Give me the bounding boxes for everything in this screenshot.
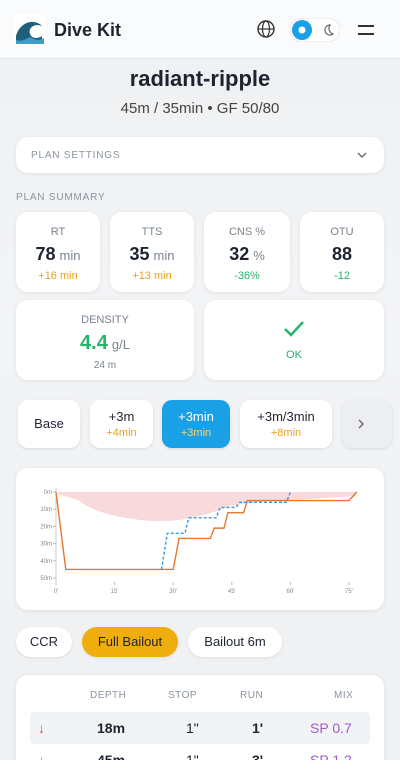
profile-line xyxy=(55,491,358,571)
column-header: RUN xyxy=(240,690,264,701)
y-tick-label: 10m xyxy=(40,507,52,513)
scroll-button[interactable] xyxy=(342,400,392,448)
language-button[interactable] xyxy=(256,19,276,39)
cell: 1' xyxy=(252,720,264,736)
cell: SP 0.7 xyxy=(310,720,352,736)
density-depth: 24 m xyxy=(93,360,117,371)
stat-value: 32 xyxy=(229,244,250,264)
status-card: OK xyxy=(204,300,384,380)
scenario-label: +3min xyxy=(178,409,214,424)
scenario-label: +3m/3min xyxy=(257,409,315,424)
stat-label: TTS xyxy=(141,226,163,238)
column-header: MIX xyxy=(334,690,354,701)
logo xyxy=(14,14,46,46)
stat-delta: +16 min xyxy=(38,270,78,282)
x-tick-label: 30' xyxy=(169,589,177,595)
stat-unit: min xyxy=(59,248,81,263)
cell: 1" xyxy=(186,752,199,760)
stat-delta: +13 min xyxy=(132,270,172,282)
stat-value: 78 xyxy=(35,244,56,264)
stat-label: CNS % xyxy=(228,226,266,238)
cell: 45m xyxy=(97,752,126,760)
plan-title: radiant-ripple xyxy=(129,66,271,91)
check-icon xyxy=(284,321,304,337)
y-tick-label: 50m xyxy=(40,576,52,582)
stat-label: RT xyxy=(50,226,66,238)
stat-card: RT 78 min +16 min xyxy=(16,212,100,292)
plan-subtitle: 45m / 35min • GF 50/80 xyxy=(120,100,280,117)
scenario-tab[interactable]: +3m/3min +8min xyxy=(240,400,332,448)
y-tick-label: 40m xyxy=(40,559,52,565)
status-label: OK xyxy=(286,349,302,361)
y-tick-label: 0m xyxy=(44,490,52,496)
mode-button[interactable]: CCR xyxy=(16,627,72,657)
y-tick-label: 30m xyxy=(40,542,52,548)
cell: 18m xyxy=(97,720,126,736)
stat-value: 88 xyxy=(331,244,353,264)
mode-button[interactable]: Bailout 6m xyxy=(188,627,282,657)
x-tick-label: 60' xyxy=(286,589,294,595)
theme-toggle[interactable] xyxy=(290,18,340,42)
density-label: DENSITY xyxy=(81,314,129,326)
scenario-sub: +3min xyxy=(180,427,212,439)
density-card: DENSITY 4.4 g/L 24 m xyxy=(16,300,194,380)
tissue-area xyxy=(58,492,356,522)
descent-icon: ↓ xyxy=(38,752,45,760)
profile-chart: 0m 10m 20m 30m 40m 50m 0' 15' 30' 45' 60' 75' xyxy=(40,488,358,595)
y-tick-label: 20m xyxy=(40,524,52,530)
profile-line xyxy=(160,491,292,570)
cell: 1" xyxy=(186,720,199,736)
x-tick-label: 45' xyxy=(228,589,236,595)
descent-icon: ↓ xyxy=(38,720,45,736)
density-value: 4.4 xyxy=(80,332,108,354)
stat-card: OTU 88 -12 xyxy=(300,212,384,292)
x-tick-label: 0' xyxy=(54,589,58,595)
stat-unit: min xyxy=(153,248,175,263)
scenario-sub: +4min xyxy=(106,427,137,439)
row-highlight xyxy=(30,712,370,744)
cell: SP 1.2 xyxy=(310,752,352,760)
cell: 3' xyxy=(252,752,264,760)
column-header: STOP xyxy=(168,690,198,701)
scenario-label: +3m xyxy=(108,409,135,424)
brand: Dive Kit xyxy=(54,20,122,40)
stat-unit: % xyxy=(253,248,265,263)
column-header: DEPTH xyxy=(90,690,127,701)
menu-button[interactable] xyxy=(356,22,376,38)
stat-card: TTS 35 min +13 min xyxy=(110,212,194,292)
density-unit: g/L xyxy=(111,337,130,352)
scenario-tab[interactable]: +3m +4min xyxy=(90,400,153,448)
x-tick-label: 75' xyxy=(345,589,353,595)
mode-button[interactable]: Full Bailout xyxy=(82,627,178,657)
stat-delta: -12 xyxy=(334,270,350,282)
x-tick-label: 15' xyxy=(111,589,119,595)
scenario-sub: +8min xyxy=(270,427,302,439)
scenario-tab[interactable]: +3min +3min xyxy=(162,400,230,448)
chevron xyxy=(357,152,367,158)
stat-card: CNS % 32% -36% xyxy=(204,212,290,292)
plan-settings-label: PLAN SETTINGS xyxy=(31,150,121,161)
scenario-tab[interactable]: Base xyxy=(18,400,80,448)
summary-label: PLAN SUMMARY xyxy=(16,192,106,203)
stat-label: OTU xyxy=(330,226,354,238)
plan-settings[interactable]: PLAN SETTINGS xyxy=(16,137,384,173)
stat-delta: -36% xyxy=(234,270,260,282)
stat-value: 35 xyxy=(129,244,150,264)
